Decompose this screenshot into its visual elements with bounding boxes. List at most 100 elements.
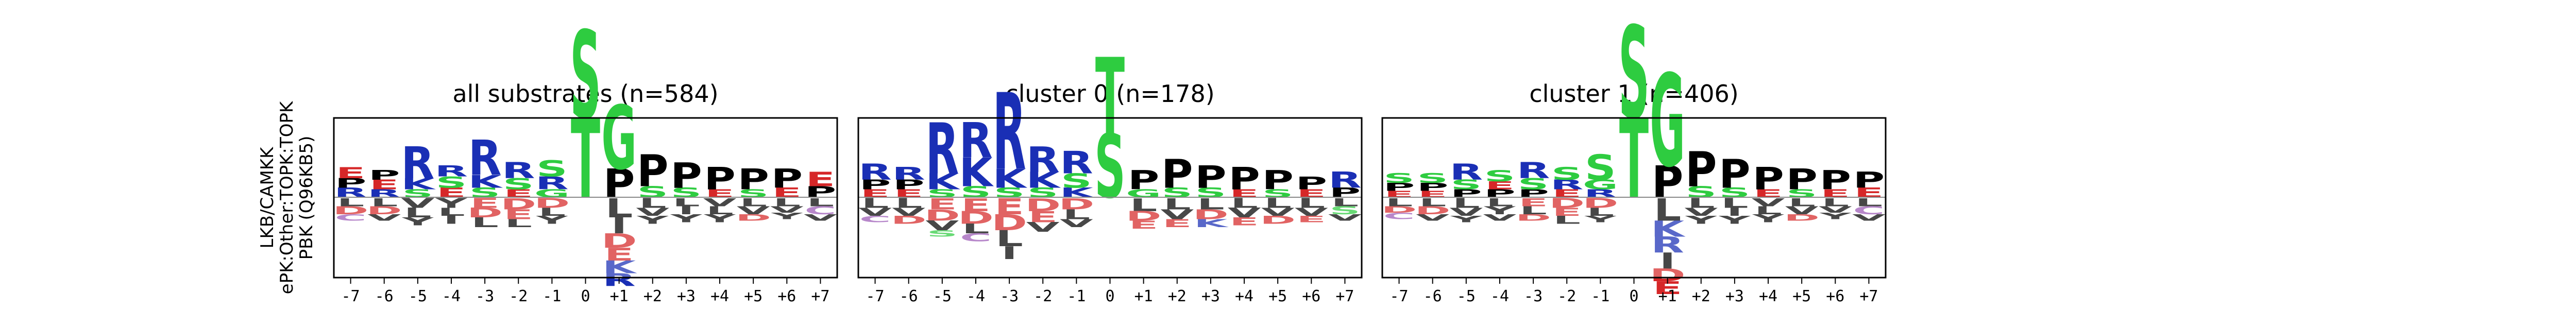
logo-letter: L (773, 196, 801, 209)
logo-letter: K (401, 175, 436, 193)
logo-letter: Y (1450, 214, 1483, 225)
logo-letter: L (706, 204, 733, 217)
logo-letter: E (927, 195, 957, 213)
x-axis: -7 -6 -5 -4 -3 -2 -1 0 +1 +2 +3 +4 +5 +6 +7 (866, 278, 1354, 305)
logo-letter: E (1229, 215, 1259, 228)
x-tick-label: 0 (1629, 287, 1638, 305)
x-tick-label: +4 (1759, 287, 1777, 305)
logo-letter: P (1383, 181, 1415, 194)
logo-letter: V (1416, 213, 1449, 223)
logo-letter: K (602, 258, 637, 278)
logo-letter: V (1228, 205, 1261, 220)
x-tick-label: -4 (1490, 287, 1509, 305)
logo-letter: D (1126, 209, 1162, 224)
logo-letter: P (1652, 157, 1683, 208)
x-tick-label: +6 (1302, 287, 1320, 305)
logo-letter: P (1161, 151, 1193, 197)
logo-letter: K (1060, 185, 1095, 200)
logo-letter: R (367, 187, 401, 200)
logo-letter: P (1417, 181, 1448, 194)
x-tick-label: -2 (1557, 287, 1576, 305)
logo-letter: Y (1483, 204, 1516, 217)
logo-letter: P (1262, 165, 1293, 196)
logo-letter: L (1754, 204, 1782, 217)
logo-letter: D (1025, 195, 1061, 215)
logo-letter: L (538, 206, 566, 219)
x-tick-label: +3 (1725, 287, 1744, 305)
logo-letter: L (1822, 196, 1849, 209)
logo-letter: P (1450, 187, 1482, 200)
logo-letter: K (1194, 217, 1229, 230)
logo-letter: L (1197, 195, 1224, 213)
logo-letter: S (1719, 185, 1750, 200)
logo-letter: S (927, 229, 958, 239)
logo-letter: V (367, 213, 401, 223)
x-tick-label: 0 (1105, 287, 1114, 305)
logo-letter: P (1786, 163, 1817, 196)
logo-letter: L (1163, 195, 1191, 213)
logo-letter: S (1518, 175, 1549, 193)
logo-letter: L (895, 196, 922, 211)
logo-letter: L (962, 221, 989, 236)
logo-letter: P (771, 164, 803, 194)
logo-letter: R (1026, 139, 1060, 180)
logo-letter: D (1193, 207, 1229, 222)
logo-letter: L (605, 194, 633, 224)
x-tick-label: -3 (476, 287, 494, 305)
x-tick-label: -2 (509, 287, 528, 305)
logo-letter: V (1819, 204, 1852, 215)
logo-letter: P (1517, 187, 1549, 200)
panel-title: all substrates (n=584) (452, 80, 718, 108)
logo-letter: P (1685, 142, 1717, 197)
logo-letter: D (1059, 195, 1095, 213)
logo-letter: C (859, 214, 891, 225)
logo-letter: S (1451, 177, 1482, 193)
logo-letter: E (504, 187, 533, 200)
logo-letter: G (1126, 187, 1161, 200)
logo-letter: E (860, 187, 890, 200)
logo-letter: L (1721, 196, 1748, 211)
panel-title: cluster 1 (n=406) (1529, 80, 1738, 108)
logo-letter: C (335, 213, 367, 223)
logo-letters: EPSLDCEPSLDVPSRLVYPESLYVPSRELDERSDELRGSD… (1381, 0, 1886, 298)
logo-letter: V (1060, 217, 1094, 230)
logo-letter: K (1026, 167, 1061, 193)
logo-letter: S (637, 183, 668, 201)
x-tick-label: -3 (1524, 287, 1543, 305)
logo-letter: S (1027, 185, 1058, 200)
logo-letter: K (1651, 216, 1686, 242)
logo-letter: P (737, 163, 769, 196)
logo-letter: P (335, 176, 366, 191)
logo-letter: L (1063, 207, 1090, 222)
logo-letter: D (891, 214, 927, 227)
logo-letter: P (893, 177, 924, 193)
logo-letter: R (858, 159, 892, 185)
logo-letter: P (1228, 162, 1260, 197)
x-tick-label: -6 (375, 287, 394, 305)
logo-letter: V (892, 206, 926, 219)
logo-letters: EPRLVCEPRLVDSKREDVSSKREDLCSKREDLISKRDEVK… (858, 36, 1362, 263)
x-axis: -7 -6 -5 -4 -3 -2 -1 0 +1 +2 +3 +4 +5 +6 +7 (342, 278, 829, 305)
logo-letter: S (1686, 183, 1717, 201)
x-tick-label: +5 (1792, 287, 1811, 305)
logo-letter: L (1230, 196, 1258, 211)
logo-letter: L (1519, 204, 1547, 217)
logo-letter: E (1753, 187, 1783, 200)
logo-letter: D (1549, 196, 1585, 211)
logo-letter: P (1484, 187, 1515, 200)
logo-letter: P (1853, 167, 1885, 193)
x-tick-label: -2 (1033, 287, 1052, 305)
logo-letter: L (1331, 196, 1359, 209)
logo-letter: C (1383, 211, 1415, 221)
logo-letter: E (806, 168, 835, 191)
logo-letter: L (1687, 196, 1715, 211)
logo-letter: D (467, 205, 503, 220)
x-tick-label: -7 (866, 287, 885, 305)
logo-letter: P (603, 161, 635, 207)
logo-letter: L (995, 226, 1023, 251)
x-tick-label: +7 (811, 287, 829, 305)
logo-letter: E (470, 196, 499, 211)
logo-letter: D (333, 204, 369, 217)
logo-letter: L (639, 196, 666, 211)
logo-letter: E (1028, 208, 1058, 226)
